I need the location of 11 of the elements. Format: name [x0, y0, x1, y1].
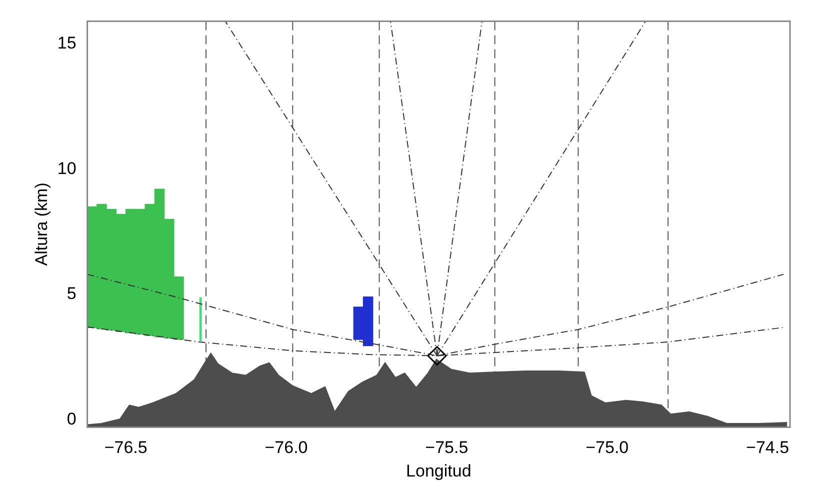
x-tick-label: −75.0: [586, 438, 629, 458]
x-tick-label: −76.5: [104, 438, 148, 458]
y-axis-title: Altura (km): [32, 182, 51, 266]
y-tick-label: 10: [57, 158, 76, 178]
y-tick-label: 15: [57, 33, 76, 52]
x-tick-label: −75.5: [425, 438, 468, 458]
x-tick-label: −76.0: [264, 438, 308, 458]
x-axis-title: Longitud: [406, 461, 472, 480]
y-tick-label: 5: [66, 284, 76, 304]
x-tick-label: −74.5: [746, 438, 790, 458]
y-tick-label: 0: [66, 409, 76, 428]
